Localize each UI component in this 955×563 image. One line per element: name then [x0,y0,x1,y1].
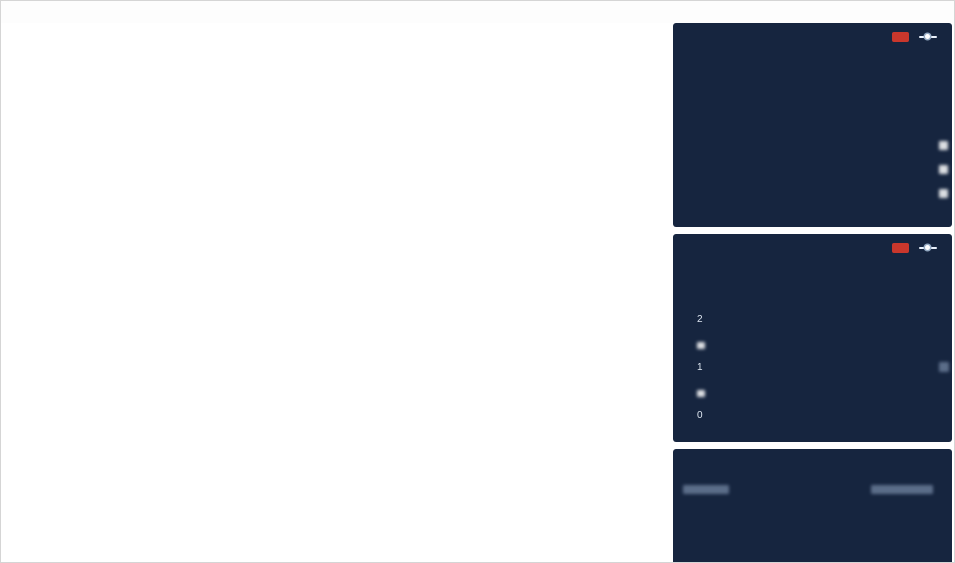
death-cull-chart-svg [673,461,952,563]
chart2-left-tick-0: 0 [697,410,703,421]
redacted-axis-value [697,342,705,349]
chart2-head [673,234,952,253]
sales-legend-swatch [892,243,909,253]
chart-card-death-cull [673,449,952,563]
redacted-axis-value [939,141,948,150]
chart2-legend [892,243,942,253]
chart1-axis-labels [673,42,952,46]
redacted-axis-title [683,485,729,494]
price-legend-marker-icon [919,33,937,41]
chart-cards: 2 1 0 [673,23,952,563]
chart2-left-tick-1: 1 [697,362,703,373]
price-legend-marker-icon [919,244,937,252]
redacted-axis-value [697,390,705,397]
redacted-axis-value [939,165,948,174]
chart1-legend [892,32,942,42]
chart2-axis-labels [673,253,952,257]
chart-card-pig-sales [673,23,952,227]
redacted-axis-value [939,362,949,372]
top-bar [1,1,954,23]
sales-legend-swatch [892,32,909,42]
chart-card-cull-sales: 2 1 0 [673,234,952,442]
chart1-head [673,23,952,42]
redacted-axis-title [871,485,933,494]
chart3-head [673,449,952,458]
chart2-left-tick-2: 2 [697,314,703,325]
cull-sales-chart-svg [673,269,952,419]
redacted-axis-value [939,189,948,198]
pig-sales-chart-svg [673,52,952,202]
